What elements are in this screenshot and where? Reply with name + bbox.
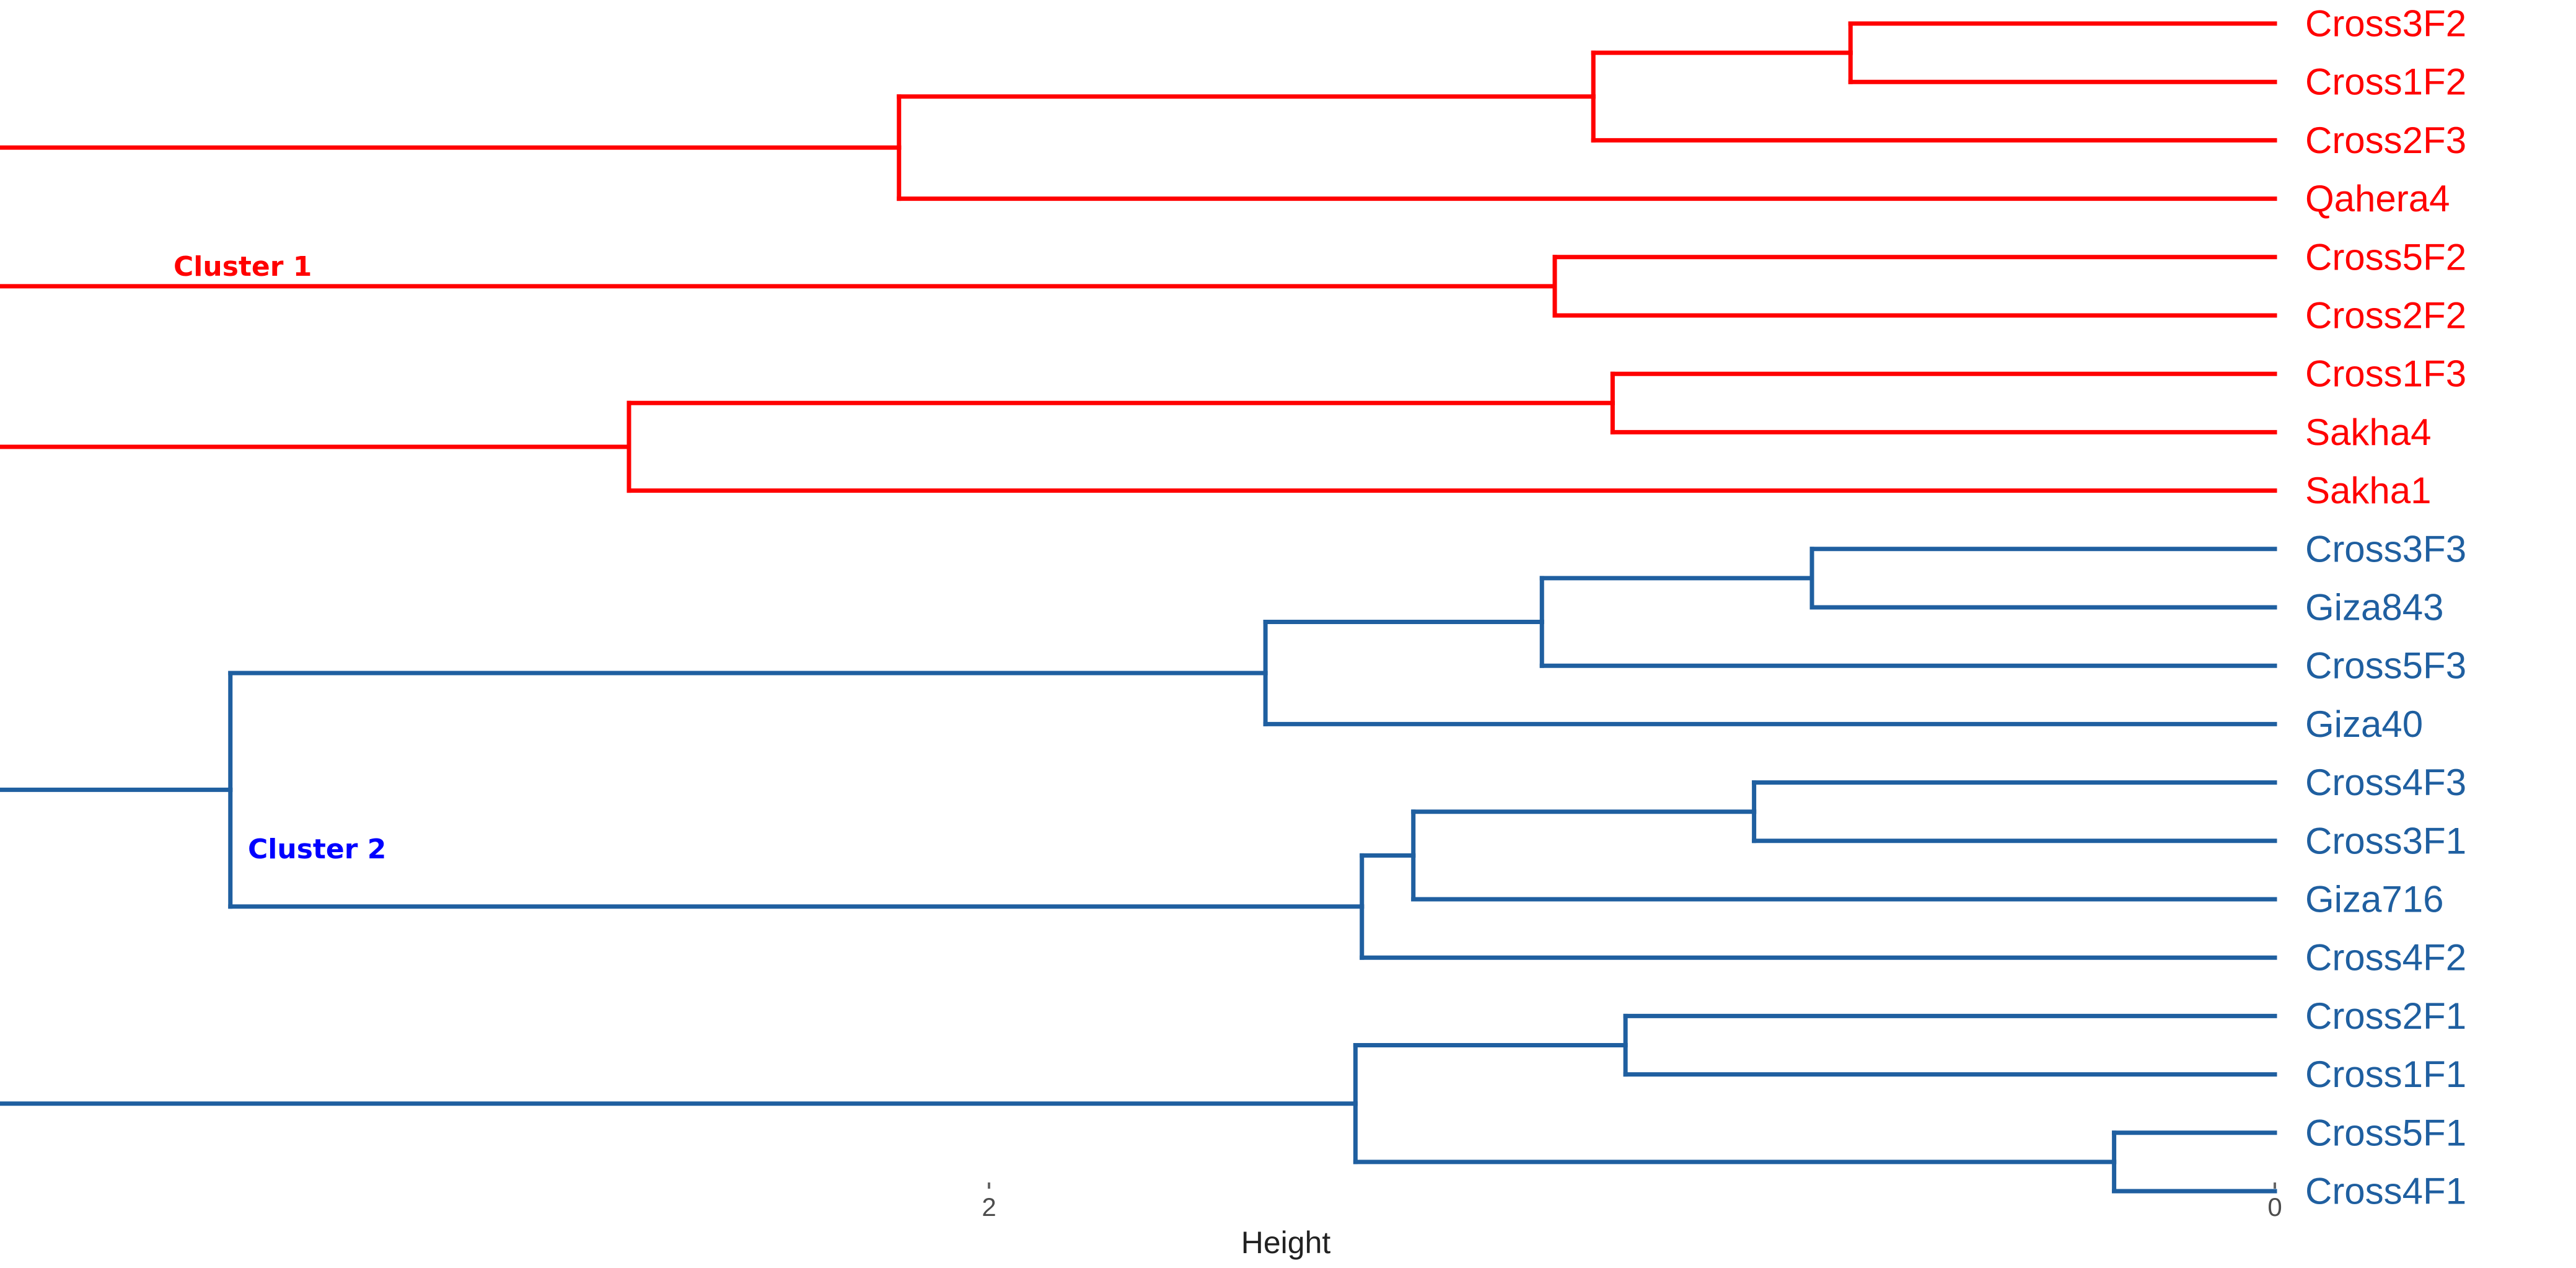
leaf-label: Cross2F1 [2305,995,2466,1037]
cluster-1-label: Cluster 1 [174,251,312,283]
leaf-label: Giza843 [2305,587,2443,628]
leaf-labels: Cross3F2 Cross1F2 Cross2F3 Qahera4 Cross5F2 C… [2305,3,2466,1212]
leaf-label: Cross5F3 [2305,645,2466,687]
x-axis-title: Height [1241,1225,1331,1260]
leaf-label: Cross2F3 [2305,120,2466,161]
leaf-label: Cross2F2 [2305,295,2466,337]
x-axis: 6420 [982,1182,2282,1222]
leaf-label: Giza40 [2305,703,2423,745]
leaf-label: Qahera4 [2305,178,2450,219]
leaf-label: Cross4F3 [2305,762,2466,803]
leaf-label: Cross3F3 [2305,528,2466,570]
x-tick-label: 2 [982,1192,996,1222]
leaf-label: Cross1F3 [2305,353,2466,395]
leaf-label: Cross4F1 [2305,1171,2466,1212]
leaf-label: Cross1F1 [2305,1054,2466,1095]
leaf-label: Sakha4 [2305,412,2432,453]
dendrogram-links [0,21,2277,1194]
leaf-label: Cross3F2 [2305,3,2466,45]
leaf-label: Sakha1 [2305,470,2432,511]
leaf-label: Cross5F1 [2305,1112,2466,1153]
cluster-2-label: Cluster 2 [248,834,386,865]
leaf-label: Giza716 [2305,879,2443,920]
leaf-label: Cross4F2 [2305,937,2466,979]
leaf-label: Cross1F2 [2305,61,2466,103]
cluster-labels: Cluster 1 Cluster 2 [174,251,386,865]
x-tick-label: 0 [2267,1192,2282,1222]
leaf-label: Cross3F1 [2305,820,2466,861]
leaf-label: Cross5F2 [2305,236,2466,278]
